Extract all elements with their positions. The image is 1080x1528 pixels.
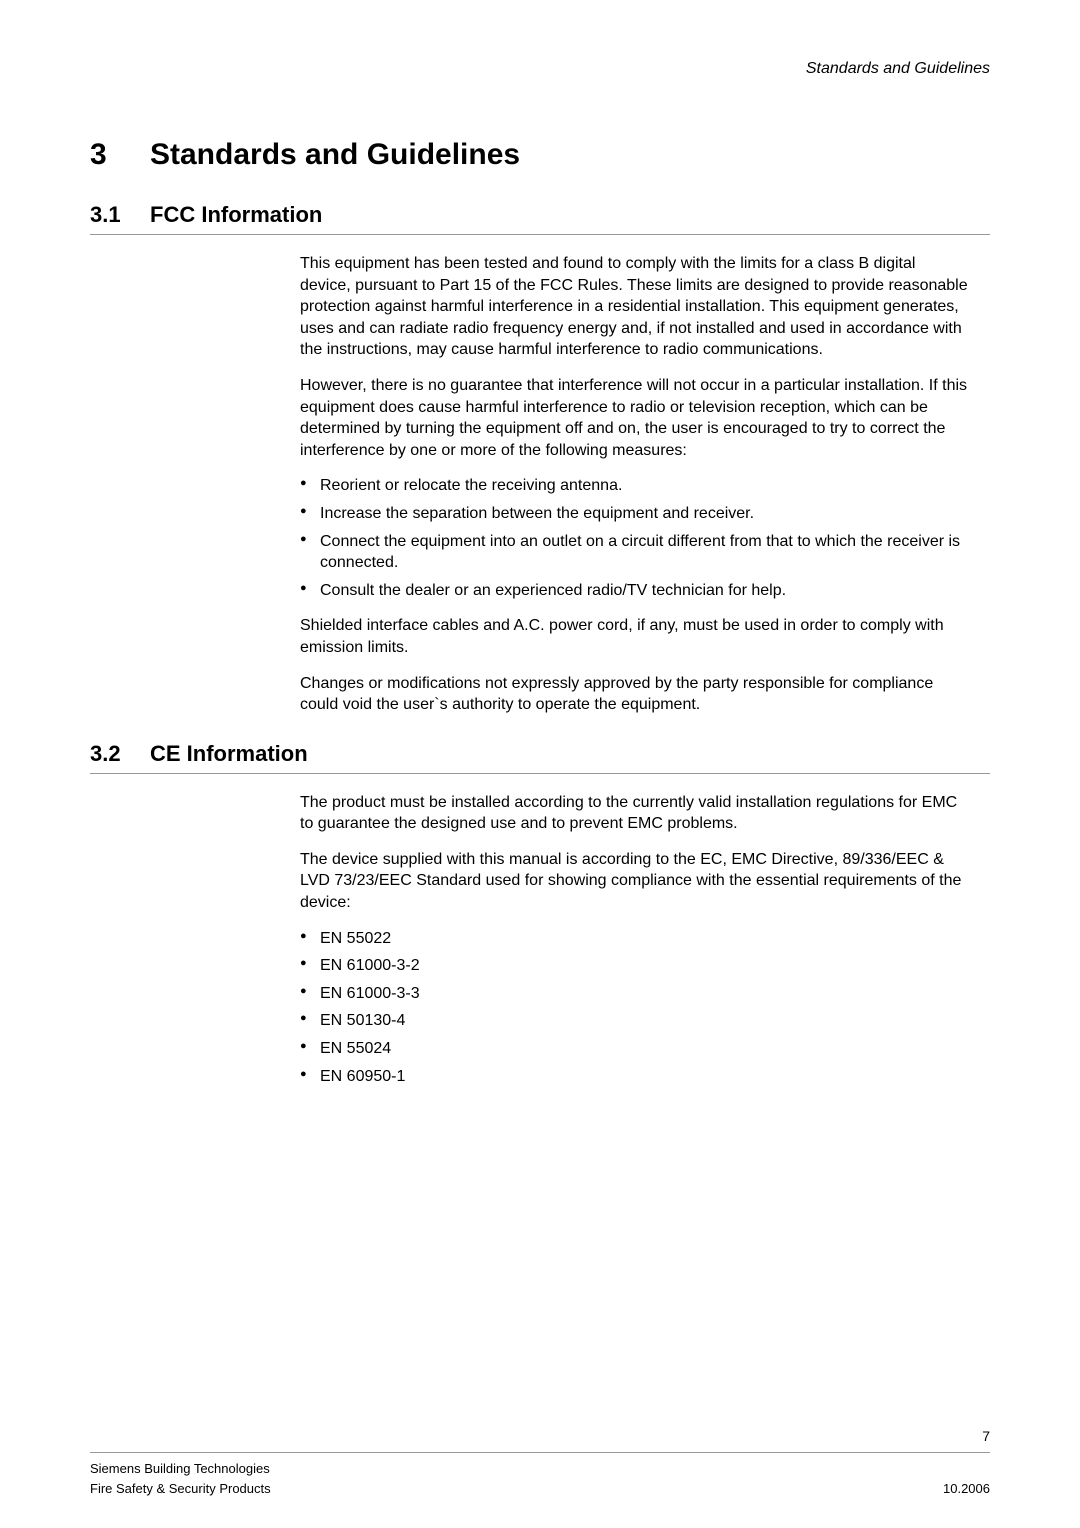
paragraph: However, there is no guarantee that inte…: [300, 375, 970, 461]
paragraph: Shielded interface cables and A.C. power…: [300, 615, 970, 658]
page-footer: 7 Siemens Building Technologies Fire Saf…: [90, 1428, 990, 1498]
section-body: The product must be installed according …: [300, 792, 970, 1088]
chapter-title-text: Standards and Guidelines: [150, 138, 520, 171]
section-number: 3.2: [90, 741, 150, 767]
footer-rule: [90, 1452, 990, 1453]
footer-date: 10.2006: [943, 1479, 990, 1499]
paragraph: This equipment has been tested and found…: [300, 253, 970, 361]
list-item: EN 61000-3-2: [300, 955, 970, 977]
footer-left-line2: Fire Safety & Security Products: [90, 1479, 271, 1499]
running-header: Standards and Guidelines: [90, 60, 990, 78]
section-heading: 3.1FCC Information: [90, 202, 990, 228]
list-item: Increase the separation between the equi…: [300, 503, 970, 525]
section-body: This equipment has been tested and found…: [300, 253, 970, 716]
list-item: EN 50130-4: [300, 1010, 970, 1032]
list-item: Reorient or relocate the receiving anten…: [300, 475, 970, 497]
section-rule: [90, 234, 990, 235]
section-rule: [90, 773, 990, 774]
section-heading: 3.2CE Information: [90, 741, 990, 767]
list-item: EN 60950-1: [300, 1066, 970, 1088]
chapter-number: 3: [90, 138, 150, 172]
paragraph: The device supplied with this manual is …: [300, 849, 970, 914]
section-title: FCC Information: [150, 202, 322, 227]
section-number: 3.1: [90, 202, 150, 228]
list-item: Consult the dealer or an experienced rad…: [300, 580, 970, 602]
bullet-list: Reorient or relocate the receiving anten…: [300, 475, 970, 601]
footer-left-line1: Siemens Building Technologies: [90, 1459, 270, 1479]
chapter-title: 3Standards and Guidelines: [90, 138, 990, 172]
paragraph: The product must be installed according …: [300, 792, 970, 835]
list-item: EN 55024: [300, 1038, 970, 1060]
list-item: EN 55022: [300, 928, 970, 950]
page-number: 7: [90, 1428, 990, 1444]
bullet-list: EN 55022 EN 61000-3-2 EN 61000-3-3 EN 50…: [300, 928, 970, 1088]
section-title: CE Information: [150, 741, 308, 766]
paragraph: Changes or modifications not expressly a…: [300, 673, 970, 716]
list-item: EN 61000-3-3: [300, 983, 970, 1005]
list-item: Connect the equipment into an outlet on …: [300, 531, 970, 574]
